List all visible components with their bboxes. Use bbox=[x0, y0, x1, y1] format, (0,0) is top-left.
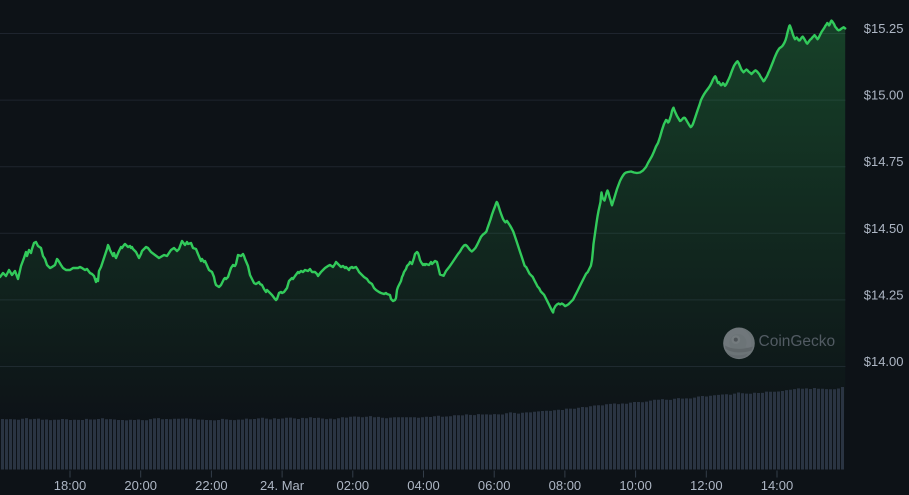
svg-text:$15.00: $15.00 bbox=[864, 88, 904, 103]
svg-text:$14.00: $14.00 bbox=[864, 354, 904, 369]
svg-text:12:00: 12:00 bbox=[690, 478, 723, 493]
svg-text:08:00: 08:00 bbox=[549, 478, 582, 493]
svg-text:CoinGecko: CoinGecko bbox=[759, 333, 836, 350]
svg-text:20:00: 20:00 bbox=[124, 478, 157, 493]
svg-text:$15.25: $15.25 bbox=[864, 21, 904, 36]
svg-text:14:00: 14:00 bbox=[761, 478, 794, 493]
svg-text:24. Mar: 24. Mar bbox=[260, 478, 305, 493]
svg-text:$14.25: $14.25 bbox=[864, 287, 904, 302]
svg-text:06:00: 06:00 bbox=[478, 478, 511, 493]
svg-text:$14.50: $14.50 bbox=[864, 221, 904, 236]
svg-text:18:00: 18:00 bbox=[54, 478, 87, 493]
svg-text:04:00: 04:00 bbox=[407, 478, 440, 493]
svg-text:$14.75: $14.75 bbox=[864, 154, 904, 169]
svg-text:22:00: 22:00 bbox=[195, 478, 228, 493]
svg-text:10:00: 10:00 bbox=[619, 478, 652, 493]
svg-text:02:00: 02:00 bbox=[337, 478, 370, 493]
